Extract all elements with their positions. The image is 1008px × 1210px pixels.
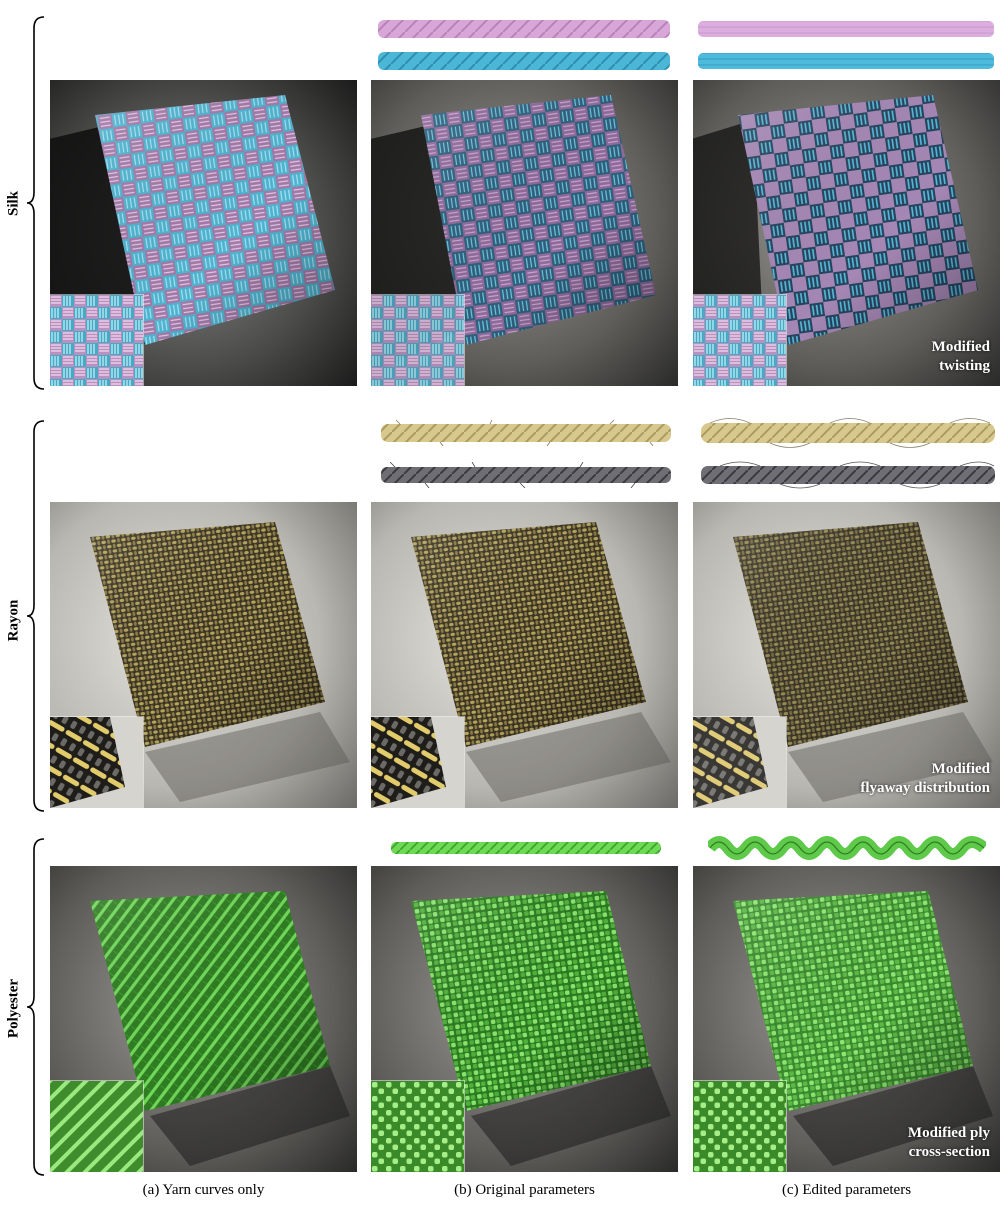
silk-render-original	[371, 80, 678, 386]
silk-yarn-original-pink	[378, 20, 670, 38]
modification-label-twisting: Modified twisting	[931, 339, 990, 374]
row-label-rayon: Rayon	[5, 599, 22, 642]
polyester-inset-original	[371, 1080, 465, 1172]
rayon-yarn-original-gold	[381, 420, 671, 446]
rayon-yarn-edited-gold	[701, 418, 995, 448]
silk-inset-edited	[693, 294, 787, 386]
rayon-yarn-original-gray	[381, 462, 671, 488]
row-label-polyester: Polyester	[5, 978, 22, 1039]
silk-row-brace	[26, 16, 45, 390]
silk-render-edited: Modified twisting	[693, 80, 1000, 386]
row-label-silk: Silk	[5, 190, 22, 217]
rayon-yarn-edited-gray	[701, 461, 995, 489]
caption-original-parameters: (b) Original parameters	[454, 1182, 595, 1198]
polyester-row-brace	[26, 838, 45, 1176]
modification-label-flyaway: Modified flyaway distribution	[860, 761, 990, 796]
polyester-yarn-original	[391, 842, 661, 854]
silk-yarn-original-blue	[378, 52, 670, 70]
caption-yarn-curves-only: (a) Yarn curves only	[142, 1182, 265, 1198]
silk-inset-original	[371, 294, 465, 386]
rayon-render-yarn-curves	[50, 502, 357, 808]
polyester-yarn-edited	[708, 836, 986, 860]
polyester-inset-yarn-curves	[50, 1080, 144, 1172]
modification-label-ply-cross-section: Modified ply cross-section	[907, 1125, 990, 1160]
silk-yarn-edited-blue	[698, 53, 994, 69]
silk-inset-yarn-curves	[50, 294, 144, 386]
rayon-render-edited: Modified flyaway distribution	[693, 502, 1000, 808]
polyester-render-edited: Modified ply cross-section	[693, 866, 1000, 1172]
rayon-inset-yarn-curves	[50, 716, 144, 808]
polyester-render-yarn-curves	[50, 866, 357, 1172]
polyester-render-original	[371, 866, 678, 1172]
polyester-inset-edited	[693, 1080, 787, 1172]
rayon-render-original	[371, 502, 678, 808]
rayon-inset-original	[371, 716, 465, 808]
caption-edited-parameters: (c) Edited parameters	[781, 1182, 912, 1198]
rayon-row-brace	[26, 420, 45, 812]
silk-yarn-edited-pink	[698, 21, 994, 37]
silk-render-yarn-curves	[50, 80, 357, 386]
rayon-inset-edited	[693, 716, 787, 808]
